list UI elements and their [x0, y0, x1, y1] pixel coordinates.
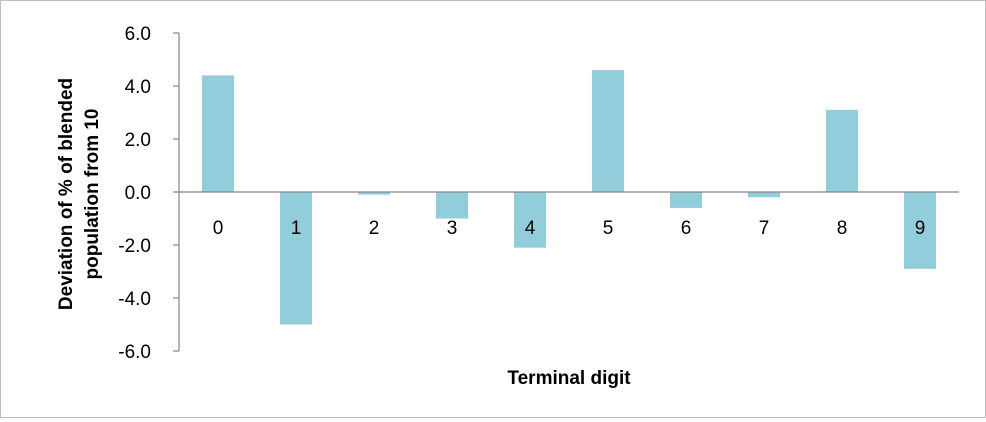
x-category-label: 1 [291, 218, 302, 239]
x-category-label: 8 [837, 218, 848, 239]
x-axis-title: Terminal digit [507, 368, 631, 389]
category-labels: 0 1 2 3 4 5 6 7 8 9 [213, 218, 926, 239]
x-category-label: 7 [759, 218, 770, 239]
y-tick-labels: -6.0 -4.0 -2.0 0.0 2.0 4.0 6.0 [118, 24, 151, 363]
x-category-label: 3 [447, 218, 458, 239]
y-tick-label: -2.0 [118, 236, 151, 257]
bar-8 [826, 109, 858, 192]
bar-6 [670, 192, 702, 208]
y-tick-label: -6.0 [118, 342, 151, 363]
bar-4 [514, 192, 546, 248]
bar-1 [280, 192, 312, 325]
y-tick-label: 0.0 [125, 183, 151, 204]
bar-9 [904, 192, 936, 269]
bars [202, 70, 936, 325]
bar-5 [592, 70, 624, 192]
y-axis-title: Deviation of % of blended population fro… [56, 78, 103, 310]
bar-2 [358, 192, 390, 195]
x-category-label: 0 [213, 218, 224, 239]
x-category-label: 5 [603, 218, 614, 239]
bar-3 [436, 192, 468, 219]
y-axis-title-line-2: population from 10 [82, 109, 103, 280]
bar-7 [748, 192, 780, 198]
x-category-label: 9 [915, 218, 926, 239]
y-axis-title-line-1: Deviation of % of blended [56, 78, 77, 310]
axes [173, 32, 959, 352]
bar-0 [202, 75, 234, 192]
y-tick-label: 2.0 [125, 130, 151, 151]
x-category-label: 4 [525, 218, 536, 239]
y-tick-label: -4.0 [118, 289, 151, 310]
x-category-label: 6 [681, 218, 692, 239]
y-tick-label: 4.0 [125, 77, 151, 98]
y-tick-label: 6.0 [125, 24, 151, 45]
x-category-label: 2 [369, 218, 380, 239]
